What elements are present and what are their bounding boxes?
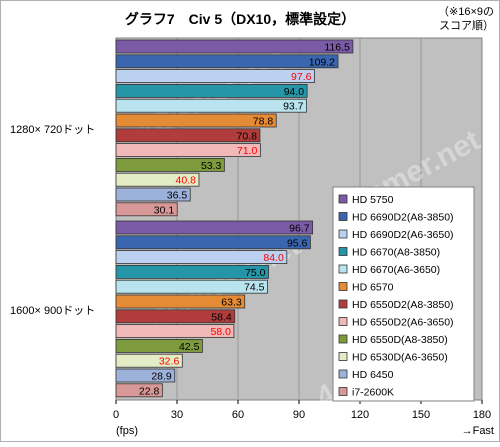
x-axis-direction-label: →Fast [462, 425, 494, 437]
bar-value-label: 97.6 [291, 71, 312, 83]
legend-swatch [338, 369, 348, 379]
bar-value-label: 32.6 [159, 356, 180, 368]
legend-swatch [338, 334, 348, 344]
x-tick-label: 120 [351, 409, 369, 421]
bar-value-label: 40.8 [176, 175, 197, 187]
bar-value-label: 58.4 [211, 311, 232, 323]
bar [115, 202, 178, 217]
bar-value-label: 71.0 [237, 145, 258, 157]
x-tick-label: 150 [412, 409, 430, 421]
bar-value-label: 42.5 [179, 341, 200, 353]
x-tick-label: 30 [171, 409, 183, 421]
legend-label: HD 6690D2(A6-3650) [352, 229, 454, 241]
legend-swatch [338, 282, 348, 291]
legend-label: HD 6550D2(A8-3850) [352, 299, 454, 311]
legend-label: HD 5750 [352, 194, 394, 206]
legend-swatch [338, 299, 348, 309]
legend-swatch [338, 212, 348, 221]
chart-title: グラフ7 Civ 5（DX10，標準設定） [125, 11, 355, 27]
y-axis-labels: 1280× 720ドット 1600× 900ドット [10, 124, 95, 317]
legend-label: HD 6690D2(A8-3850) [352, 212, 454, 224]
bar [115, 54, 339, 69]
bar [115, 84, 308, 98]
bar [115, 235, 311, 250]
legend-swatch [338, 317, 348, 326]
bar [115, 98, 307, 113]
bar-value-label: 28.9 [151, 371, 172, 383]
x-tick-label: 0 [113, 409, 119, 421]
x-tick-label: 60 [232, 409, 244, 421]
bar [115, 353, 183, 368]
bar [115, 128, 261, 143]
y-group-label: 1280× 720ドット [10, 124, 95, 136]
bar-value-label: 53.3 [201, 160, 222, 172]
bar-value-label: 93.7 [283, 101, 304, 113]
legend-swatch [338, 229, 348, 239]
legend-swatch [338, 352, 348, 361]
bar [115, 143, 261, 158]
bar-value-label: 58.0 [210, 326, 231, 338]
legend-swatch [338, 387, 348, 396]
legend-label: HD 6570 [352, 282, 394, 294]
bar-value-label: 70.8 [237, 130, 258, 142]
chart-note-line2: スコア順） [439, 19, 494, 32]
y-group-label: 1600× 900ドット [10, 305, 95, 317]
bar [115, 187, 191, 202]
x-tick-label: 180 [473, 409, 491, 421]
legend-label: HD 6670(A6-3650) [352, 264, 440, 276]
legend-label: HD 6550D(A8-3850) [352, 334, 448, 346]
bar [115, 338, 203, 353]
bar-value-label: 116.5 [324, 42, 350, 54]
bar-value-label: 22.8 [139, 385, 160, 397]
bar-value-label: 74.5 [244, 282, 265, 294]
legend: HD 5750 HD 6690D2(A8-3850) HD 6690D2(A6-36… [332, 186, 475, 402]
bar [115, 172, 200, 187]
legend-label: HD 6670(A8-3850) [352, 247, 440, 259]
legend-box [332, 186, 475, 402]
bar-value-label: 84.0 [263, 252, 284, 264]
bar [115, 309, 236, 324]
legend-label: HD 6550D2(A6-3650) [352, 317, 454, 329]
x-tick-label: 90 [293, 409, 305, 421]
bar [115, 368, 176, 383]
legend-label: HD 6450 [352, 369, 394, 381]
chart-note-line1: （※16×9の [438, 5, 494, 18]
bar [115, 264, 269, 279]
bar-value-label: 94.0 [284, 86, 305, 98]
bar-value-label: 63.3 [221, 297, 242, 309]
legend-swatch [338, 247, 348, 256]
bar [115, 250, 288, 265]
legend-label: HD 6530D(A6-3650) [352, 352, 448, 364]
bar-value-label: 95.6 [287, 237, 308, 249]
bar [115, 39, 354, 54]
bar [115, 69, 315, 83]
bar [115, 279, 268, 294]
bar-value-label: 96.7 [289, 223, 310, 235]
legend-swatch [338, 264, 348, 274]
legend-label: i7-2600K [352, 387, 394, 399]
bar [115, 383, 163, 398]
bar-value-label: 30.1 [154, 204, 175, 216]
bar [115, 113, 277, 128]
bar [115, 324, 235, 339]
bar [115, 220, 314, 235]
bars-group: 116.5 109.2 97.6 94.0 93.7 78.8 70.8 71.0 53.3 40… [115, 39, 354, 398]
x-axis: 0 30 60 90 120 150 180 (fps) →Fast [113, 400, 494, 437]
bar-value-label: 36.5 [167, 190, 188, 202]
legend-swatch [338, 194, 348, 204]
bar [115, 157, 225, 172]
bar-value-label: 75.0 [245, 267, 266, 279]
bar-value-label: 109.2 [309, 56, 335, 68]
bar [115, 294, 246, 309]
bar-value-label: 78.8 [253, 116, 274, 128]
x-axis-unit-label: (fps) [116, 425, 138, 437]
